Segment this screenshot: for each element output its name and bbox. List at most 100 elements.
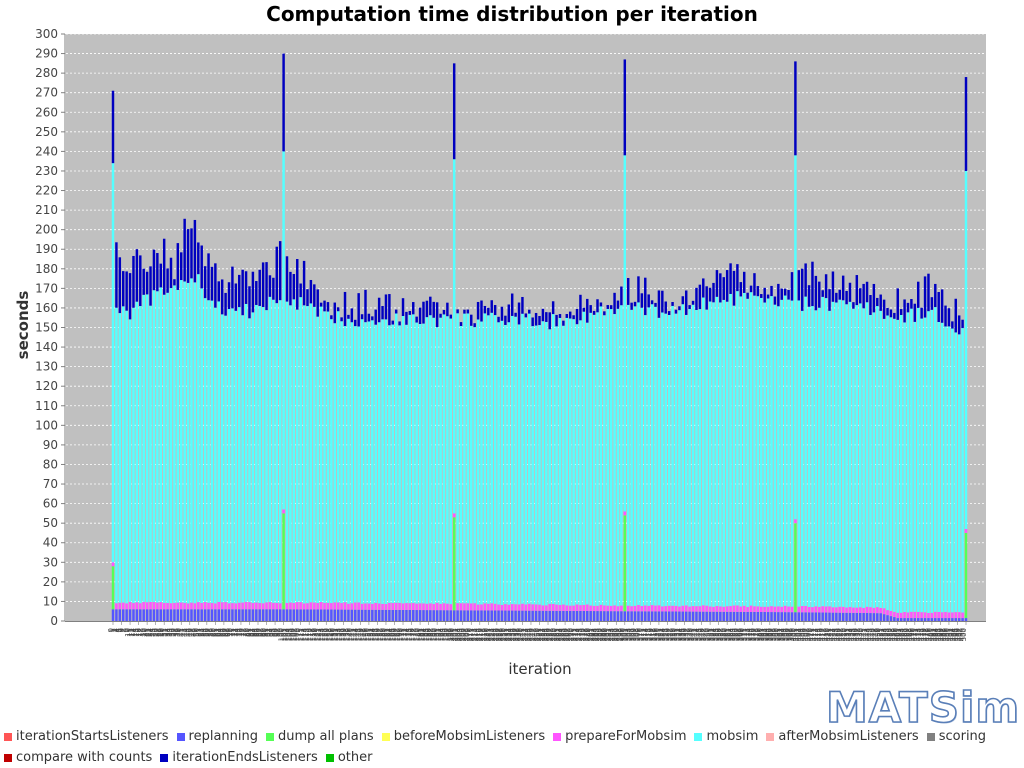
x-tick-label: 451: [876, 628, 884, 641]
x-tick-label: 1: [109, 628, 117, 632]
bar-mobsim: [780, 299, 783, 607]
bar-iteration-ends-listeners: [122, 271, 125, 307]
x-tick-label: 272: [571, 628, 579, 641]
bar-mobsim: [940, 322, 944, 613]
bar-mobsim: [476, 319, 480, 605]
bar-mobsim: [613, 314, 616, 606]
bar-mobsim: [657, 317, 661, 606]
bar-iteration-ends-listeners: [702, 278, 705, 298]
x-tick-label: 382: [759, 628, 767, 641]
x-tick-label: 354: [711, 627, 719, 641]
x-tick-label: 466: [902, 627, 910, 641]
legend-item: scoring: [926, 729, 986, 744]
bar-replanning: [818, 612, 821, 621]
x-tick-label: 243: [522, 628, 530, 641]
y-tick-label: 300: [35, 27, 58, 41]
x-tick-label: 274: [574, 627, 582, 641]
bar-prepare-for-mobsim: [654, 605, 657, 612]
x-tick-label: 262: [554, 628, 562, 641]
bar-prepare-for-mobsim: [722, 606, 725, 612]
bar-prepare-for-mobsim: [514, 604, 517, 611]
bar-prepare-for-mobsim: [278, 603, 282, 610]
bar-prepare-for-mobsim: [125, 603, 128, 610]
x-tick-label: 233: [504, 628, 512, 641]
x-tick-label: 293: [607, 628, 615, 641]
x-tick-label: 193: [436, 628, 444, 641]
bar-iteration-ends-listeners: [835, 292, 838, 303]
bar-mobsim: [804, 296, 807, 606]
bar-iteration-ends-listeners: [135, 249, 139, 302]
bar-replanning: [391, 609, 395, 621]
x-tick-label: 105: [286, 628, 294, 641]
bar-iteration-ends-listeners: [807, 285, 811, 307]
bar-replanning: [780, 612, 783, 621]
bar-iteration-ends-listeners: [814, 275, 818, 311]
bar-replanning: [889, 616, 893, 621]
bar-mobsim: [128, 319, 132, 602]
bar-mobsim: [637, 302, 640, 605]
bar-prepare-for-mobsim: [889, 610, 893, 617]
bar-prepare-for-mobsim: [814, 606, 818, 613]
y-axis-label: seconds: [14, 290, 32, 360]
bar-mobsim: [227, 309, 231, 604]
bar-mobsim: [565, 317, 569, 606]
x-tick-label: 461: [893, 628, 901, 641]
bar-prepare-for-mobsim: [231, 603, 234, 610]
bar-mobsim: [807, 306, 811, 607]
bar-prepare-for-mobsim: [903, 611, 906, 619]
x-tick-label: 360: [721, 628, 729, 641]
bar-mobsim: [957, 334, 961, 613]
x-tick-label: 263: [556, 628, 564, 641]
bar-prepare-for-mobsim: [466, 603, 470, 611]
x-tick-label: 61: [211, 628, 219, 637]
bar-replanning: [582, 610, 586, 621]
bar-prepare-for-mobsim: [742, 605, 746, 612]
bar-replanning: [510, 610, 514, 621]
bar-iteration-ends-listeners: [555, 314, 558, 327]
bar-mobsim: [193, 282, 197, 604]
bar-mobsim: [176, 289, 180, 603]
bar-mobsim: [644, 315, 647, 606]
x-tick-label: 323: [658, 628, 666, 641]
legend-label: replanning: [188, 729, 258, 744]
x-tick-label: 472: [912, 628, 920, 641]
legend-swatch: [553, 732, 562, 741]
x-tick-label: 375: [747, 628, 755, 641]
bar-prepare-for-mobsim: [197, 602, 200, 610]
bar-mobsim: [838, 299, 841, 607]
bar-replanning: [858, 612, 862, 621]
bar-mobsim: [746, 298, 749, 607]
bar-replanning: [603, 611, 606, 621]
bar-replanning: [207, 609, 210, 621]
bar-prepare-for-mobsim: [282, 509, 285, 514]
bar-mobsim: [824, 298, 828, 607]
bar-iteration-ends-listeners: [302, 260, 306, 306]
bar-iteration-ends-listeners: [848, 282, 852, 302]
bar-replanning: [927, 618, 930, 621]
bar-mobsim: [135, 301, 139, 603]
x-tick-label: 44: [182, 627, 190, 636]
x-tick-label: 180: [414, 628, 422, 641]
x-tick-label: 430: [841, 628, 849, 641]
bar-iteration-ends-listeners: [824, 274, 828, 299]
bar-replanning: [480, 610, 483, 621]
bar-mobsim: [180, 280, 183, 603]
bar-prepare-for-mobsim: [729, 606, 732, 612]
x-tick-label: 294: [609, 627, 617, 641]
bar-mobsim: [418, 323, 422, 604]
x-tick-label: 250: [534, 628, 542, 641]
bar-prepare-for-mobsim: [620, 605, 623, 612]
legend-row: iterationStartsListeners replanning dump a…: [4, 726, 1020, 747]
x-tick-label: 157: [375, 628, 383, 641]
bar-iteration-ends-listeners: [708, 287, 712, 302]
bar-mobsim: [442, 314, 446, 604]
bar-mobsim: [790, 300, 794, 607]
bar-iteration-ends-listeners: [425, 300, 429, 318]
bar-dump-all-plans: [111, 566, 115, 610]
bar-iteration-ends-listeners: [483, 305, 487, 314]
x-tick-label: 33: [163, 628, 171, 637]
bar-mobsim: [756, 296, 760, 607]
x-tick-label: 333: [675, 628, 683, 641]
bar-prepare-for-mobsim: [388, 602, 391, 610]
bar-iteration-ends-listeners: [214, 263, 217, 308]
